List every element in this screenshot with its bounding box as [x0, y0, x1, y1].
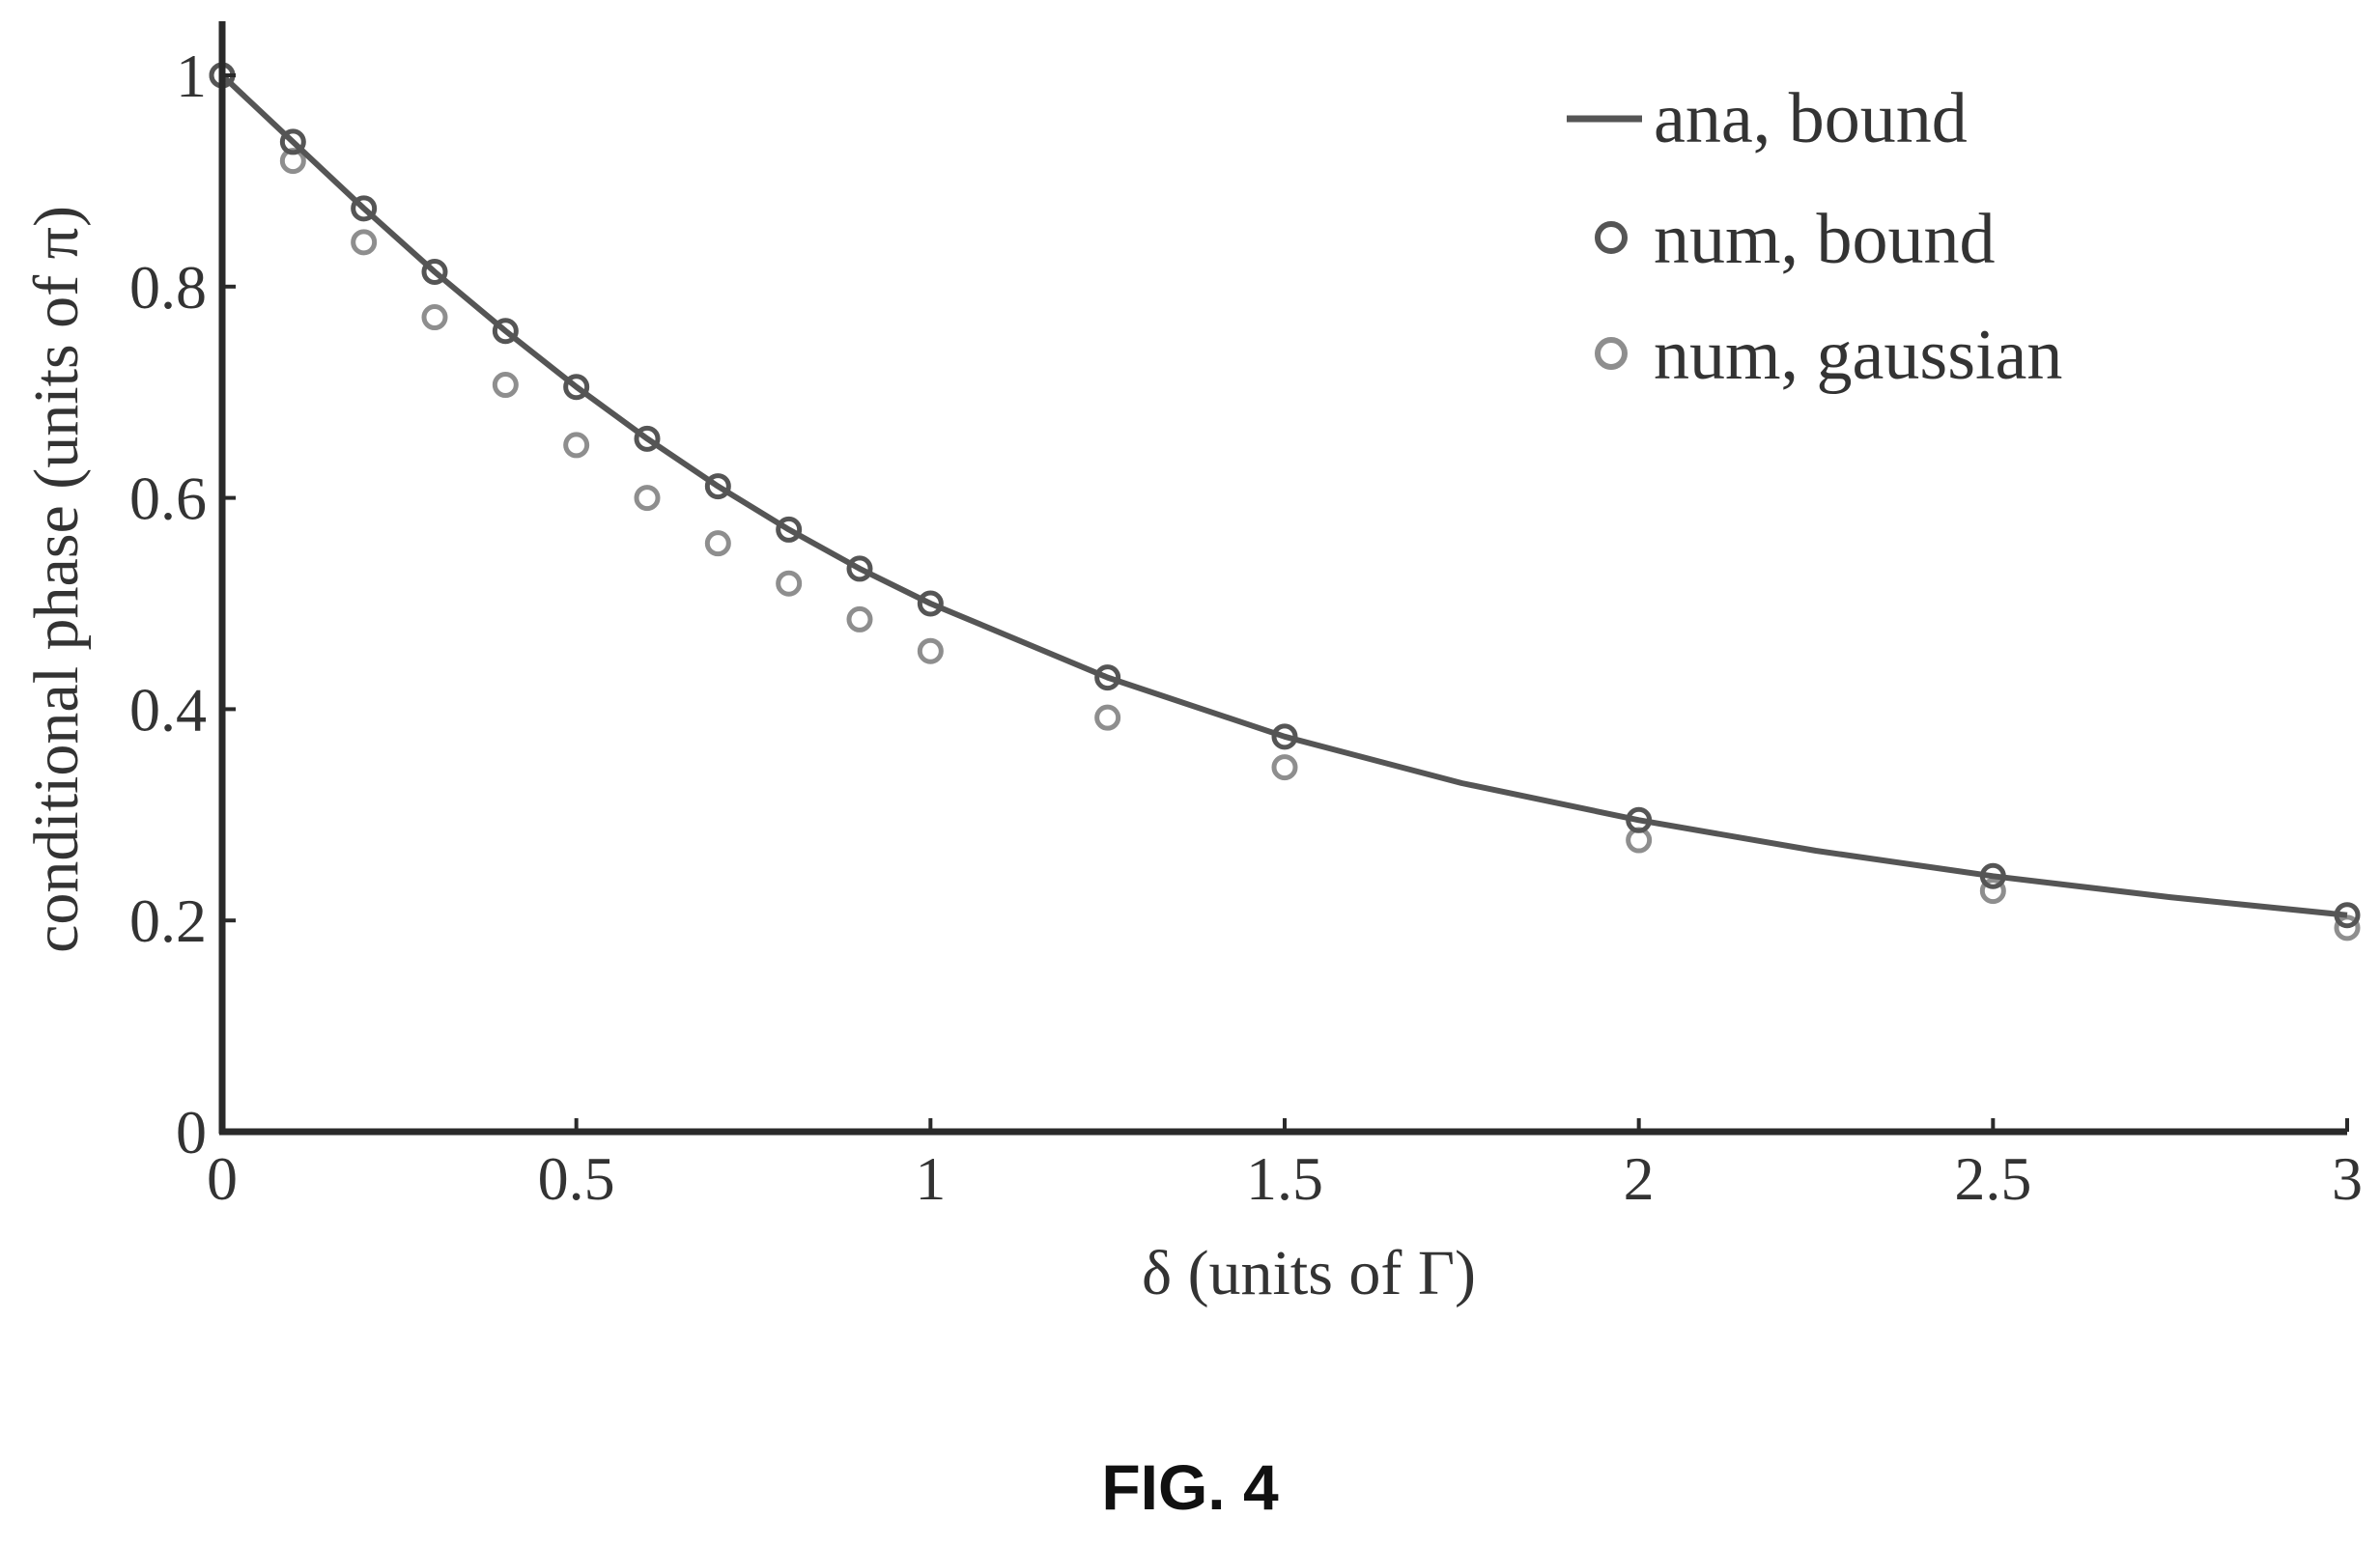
x-tick-label: 2 — [1624, 1144, 1655, 1213]
point-num-gaussian — [634, 485, 661, 512]
legend-label: ana, bound — [1654, 79, 1968, 158]
x-axis-title: δ (units of Γ) — [1142, 1238, 1476, 1308]
point-num-gaussian — [1979, 878, 2006, 905]
figure-caption: FIG. 4 — [1101, 1451, 1279, 1523]
y-tick-label: 0.2 — [129, 886, 207, 955]
x-tick-label: 0.5 — [538, 1144, 615, 1213]
legend-label: num, bound — [1654, 200, 1996, 279]
y-tick-label: 1 — [176, 42, 207, 110]
y-tick-label: 0.6 — [129, 464, 207, 533]
plot-area — [209, 62, 2361, 942]
point-num-bound — [279, 128, 306, 155]
point-num-gaussian — [563, 432, 590, 459]
x-tick-label: 1 — [915, 1144, 946, 1213]
y-axis-title: conditional phase (units of π) — [21, 206, 92, 953]
point-num-gaussian — [776, 570, 803, 597]
point-num-bound — [634, 425, 661, 452]
point-num-gaussian — [1094, 704, 1121, 731]
y-tick-label: 0.4 — [129, 675, 207, 744]
y-tick-label: 0.8 — [129, 253, 207, 322]
point-num-bound — [776, 516, 803, 543]
y-tick-label: 0 — [176, 1098, 207, 1167]
series-line-ana-bound — [219, 72, 2348, 918]
point-num-gaussian — [1271, 754, 1298, 781]
legend-marker-circle — [1595, 337, 1628, 370]
point-num-bound — [351, 195, 378, 222]
point-num-bound — [917, 590, 944, 617]
point-num-bound — [1094, 664, 1121, 691]
point-num-bound — [704, 473, 731, 500]
legend-marker-circle — [1595, 221, 1628, 254]
point-num-gaussian — [917, 637, 944, 664]
x-tick-label: 2.5 — [1954, 1144, 2031, 1213]
x-tick-label: 3 — [2332, 1144, 2363, 1213]
point-num-bound — [563, 374, 590, 401]
point-num-gaussian — [492, 372, 519, 399]
axes: 0 0.5 1 1.5 2 2.5 3 0 0.2 0.4 0.6 0.8 1 — [129, 21, 2363, 1213]
point-num-bound — [421, 258, 448, 285]
point-num-gaussian — [704, 530, 731, 557]
point-num-bound — [492, 318, 519, 345]
x-tick-label: 1.5 — [1246, 1144, 1323, 1213]
point-num-gaussian — [351, 229, 378, 256]
x-tick-label: 0 — [207, 1144, 238, 1213]
legend: ana, bound num, bound num, gaussian — [1567, 79, 2062, 395]
legend-label: num, gaussian — [1654, 316, 2062, 395]
point-num-gaussian — [2334, 914, 2361, 942]
point-num-bound — [846, 555, 873, 582]
point-num-gaussian — [846, 605, 873, 632]
point-num-gaussian — [421, 304, 448, 331]
